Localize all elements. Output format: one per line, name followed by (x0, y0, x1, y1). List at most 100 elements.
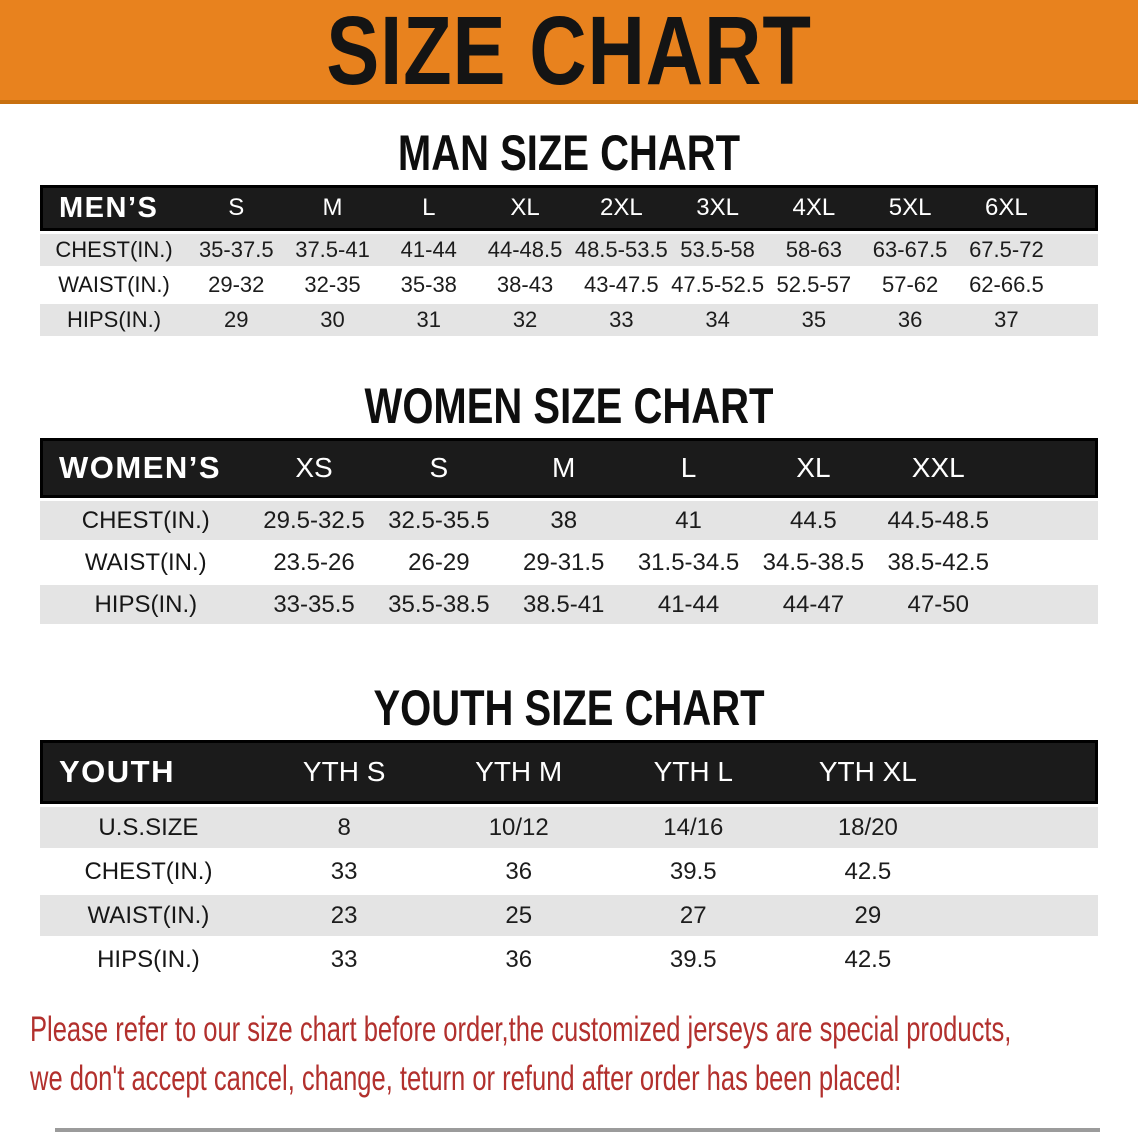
disclaimer: Please refer to our size chart before or… (30, 1009, 1108, 1100)
youth-heading: YOUTH SIZE CHART (373, 680, 765, 736)
size-value-cell: 41-44 (626, 585, 751, 624)
disclaimer-line-1: Please refer to our size chart before or… (30, 1010, 1012, 1049)
size-value-cell: 53.5-58 (669, 234, 766, 266)
size-value-cell: 29 (780, 895, 956, 936)
header-spacer (1054, 185, 1098, 231)
size-value-cell: 18/20 (780, 807, 956, 848)
size-value-cell: 32-35 (284, 269, 381, 301)
row-spacer (1000, 543, 1098, 582)
size-value-cell: 32 (476, 304, 574, 336)
table-corner-label: MEN’S (40, 185, 189, 231)
column-header: 4XL (765, 185, 862, 231)
table-row: U.S.SIZE 8 10/12 14/16 18/20 (40, 807, 1098, 848)
size-value-cell: 33 (256, 939, 432, 980)
table-row: WAIST(IN.) 29-32 32-35 35-38 38-43 43-47… (40, 269, 1098, 301)
size-value-cell: 29.5-32.5 (251, 501, 377, 540)
disclaimer-line-2: we don't accept cancel, change, teturn o… (30, 1059, 902, 1099)
row-label: CHEST(IN.) (40, 234, 189, 266)
size-value-cell: 36 (431, 851, 606, 892)
row-spacer (1054, 269, 1098, 301)
size-value-cell: 14/16 (606, 807, 781, 848)
men-size-table: MEN’S S M L XL 2XL 3XL 4XL 5XL 6XL CHEST… (40, 182, 1098, 339)
column-header: XS (251, 438, 377, 498)
table-corner-label: YOUTH (40, 740, 257, 804)
table-row: HIPS(IN.) 33 36 39.5 42.5 (40, 939, 1098, 980)
row-spacer (955, 851, 1098, 892)
table-row: HIPS(IN.) 33-35.5 35.5-38.5 38.5-41 41-4… (40, 585, 1098, 624)
size-value-cell: 8 (256, 807, 432, 848)
size-value-cell: 30 (284, 304, 381, 336)
size-value-cell: 23 (256, 895, 432, 936)
size-value-cell: 10/12 (431, 807, 606, 848)
size-value-cell: 42.5 (780, 851, 956, 892)
size-value-cell: 25 (431, 895, 606, 936)
size-value-cell: 31.5-34.5 (626, 543, 751, 582)
size-value-cell: 33 (573, 304, 670, 336)
size-value-cell: 57-62 (861, 269, 959, 301)
size-value-cell: 44-47 (750, 585, 876, 624)
header-spacer (1000, 438, 1098, 498)
column-header: L (380, 185, 477, 231)
size-value-cell: 38-43 (476, 269, 574, 301)
table-row: CHEST(IN.) 35-37.5 37.5-41 41-44 44-48.5… (40, 234, 1098, 266)
women-size-table: WOMEN’S XS S M L XL XXL CHEST(IN.) 29.5-… (40, 435, 1098, 627)
header-spacer (955, 740, 1098, 804)
size-value-cell: 47-50 (875, 585, 1001, 624)
youth-size-table: YOUTH YTH S YTH M YTH L YTH XL U.S.SIZE … (40, 737, 1098, 983)
size-value-cell: 62-66.5 (958, 269, 1055, 301)
row-label: U.S.SIZE (40, 807, 257, 848)
youth-header-row: YOUTH YTH S YTH M YTH L YTH XL (40, 740, 1098, 804)
row-label: HIPS(IN.) (40, 304, 189, 336)
column-header: YTH S (256, 740, 432, 804)
row-spacer (1054, 234, 1098, 266)
row-label: CHEST(IN.) (40, 501, 252, 540)
size-value-cell: 47.5-52.5 (669, 269, 766, 301)
size-value-cell: 29 (188, 304, 285, 336)
size-value-cell: 35.5-38.5 (376, 585, 502, 624)
row-spacer (1000, 585, 1098, 624)
row-spacer (1000, 501, 1098, 540)
size-value-cell: 31 (380, 304, 477, 336)
size-value-cell: 36 (431, 939, 606, 980)
column-header: L (626, 438, 751, 498)
row-label: CHEST(IN.) (40, 851, 257, 892)
size-value-cell: 37.5-41 (284, 234, 381, 266)
men-section: MAN SIZE CHART MEN’S S M L XL 2XL 3XL 4X… (0, 124, 1138, 339)
size-value-cell: 38.5-41 (501, 585, 627, 624)
size-value-cell: 44.5-48.5 (875, 501, 1001, 540)
row-spacer (955, 807, 1098, 848)
size-value-cell: 34 (669, 304, 766, 336)
row-spacer (955, 939, 1098, 980)
women-heading: WOMEN SIZE CHART (364, 378, 774, 434)
row-label: WAIST(IN.) (40, 269, 189, 301)
size-value-cell: 39.5 (606, 939, 781, 980)
size-value-cell: 37 (958, 304, 1055, 336)
size-value-cell: 35-37.5 (188, 234, 285, 266)
row-label: WAIST(IN.) (40, 543, 252, 582)
column-header: YTH L (606, 740, 781, 804)
size-value-cell: 35 (765, 304, 862, 336)
size-value-cell: 34.5-38.5 (750, 543, 876, 582)
size-value-cell: 33 (256, 851, 432, 892)
size-value-cell: 36 (861, 304, 959, 336)
column-header: S (376, 438, 502, 498)
size-value-cell: 48.5-53.5 (573, 234, 670, 266)
size-value-cell: 44.5 (750, 501, 876, 540)
size-value-cell: 43-47.5 (573, 269, 670, 301)
size-value-cell: 27 (606, 895, 781, 936)
size-value-cell: 35-38 (380, 269, 477, 301)
women-section: WOMEN SIZE CHART WOMEN’S XS S M L XL XXL (0, 377, 1138, 627)
column-header: 6XL (958, 185, 1055, 231)
row-spacer (955, 895, 1098, 936)
youth-section: YOUTH SIZE CHART YOUTH YTH S YTH M YTH L… (0, 679, 1138, 983)
column-header: 5XL (861, 185, 959, 231)
size-value-cell: 38.5-42.5 (875, 543, 1001, 582)
size-value-cell: 41 (626, 501, 751, 540)
column-header: 3XL (669, 185, 766, 231)
table-row: CHEST(IN.) 33 36 39.5 42.5 (40, 851, 1098, 892)
column-header: M (501, 438, 627, 498)
size-value-cell: 63-67.5 (861, 234, 959, 266)
column-header: 2XL (573, 185, 670, 231)
page-title: SIZE CHART (326, 0, 812, 105)
